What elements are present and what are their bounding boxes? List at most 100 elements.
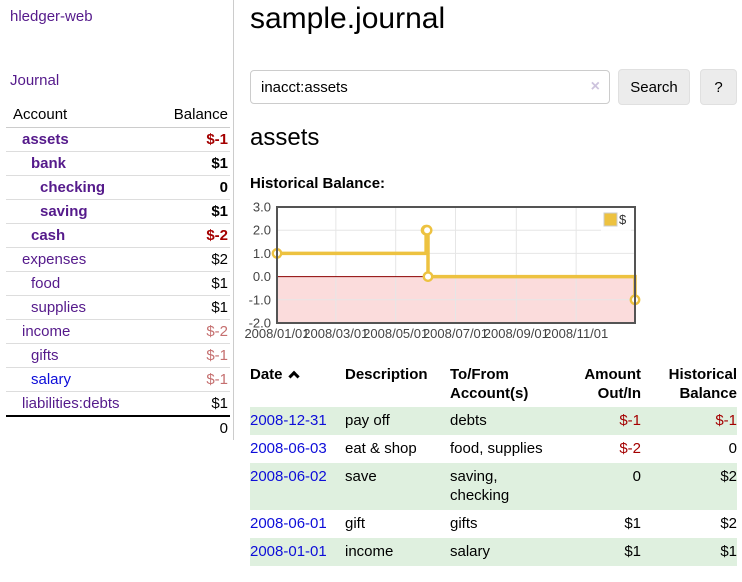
account-row: income $-2 — [6, 320, 230, 344]
transaction-date-link[interactable]: 2008-12-31 — [250, 412, 327, 429]
transaction-date-link[interactable]: 2008-06-03 — [250, 440, 327, 457]
search-bar: × Search ? — [250, 69, 737, 105]
account-link-cash[interactable]: cash — [31, 227, 66, 244]
account-balance: $1 — [211, 203, 228, 220]
account-link-assets[interactable]: assets — [22, 131, 69, 148]
account-balance: $2 — [211, 251, 228, 268]
chart-ytick-label: 1.0 — [253, 246, 271, 261]
transaction-description: pay off — [345, 412, 390, 429]
transaction-row: 2008-01-01 income salary $1 $1 — [250, 538, 737, 566]
account-balance: $1 — [211, 395, 228, 412]
chart-xtick-label: 2008/01/01 — [244, 326, 309, 341]
transaction-amount: 0 — [632, 468, 641, 485]
chart-xtick-label: 2008/09/01 — [484, 326, 549, 341]
header-balance: Historical Balance — [668, 366, 737, 402]
accounts-header-balance: Balance — [173, 106, 228, 123]
transaction-accounts: gifts — [450, 515, 478, 532]
transaction-accounts: food, supplies — [450, 440, 543, 457]
account-row: assets $-1 — [6, 128, 230, 152]
account-row: gifts $-1 — [6, 344, 230, 368]
header-date[interactable]: Date — [250, 363, 345, 407]
transaction-date-link[interactable]: 2008-06-01 — [250, 515, 327, 532]
account-link-salary[interactable]: salary — [31, 371, 72, 388]
account-link-liabilities-debts[interactable]: liabilities:debts — [22, 395, 120, 412]
account-balance: $-1 — [206, 131, 228, 148]
accounts-table: Account Balance assets $-1 bank $1 checking 0… — [6, 103, 230, 440]
chart-ytick-label: -2.0 — [249, 316, 271, 331]
transaction-accounts: salary — [450, 543, 491, 560]
account-link-checking[interactable]: checking — [40, 179, 106, 196]
account-link-expenses[interactable]: expenses — [22, 251, 87, 268]
chart-canvas: $3.0 2.0 1.0 0.0 -1.0 -2.02008/01/012008/03/0… — [244, 200, 641, 341]
account-row: supplies $1 — [6, 296, 230, 320]
clear-search-icon[interactable]: × — [590, 78, 600, 95]
transaction-row: 2008-12-31 pay off debts $-1 $-1 — [250, 407, 737, 435]
account-link-saving[interactable]: saving — [40, 203, 88, 220]
account-balance: $-2 — [206, 227, 228, 244]
account-balance: 0 — [219, 179, 228, 196]
account-link-income[interactable]: income — [22, 323, 71, 340]
account-row: food $1 — [6, 272, 230, 296]
page-title: sample.journal — [250, 2, 446, 35]
transaction-accounts: debts — [450, 412, 487, 429]
account-balance: $1 — [211, 299, 228, 316]
chart-border — [276, 206, 636, 324]
account-row: expenses $2 — [6, 248, 230, 272]
accounts-total-value: 0 — [219, 420, 228, 437]
account-balance: $-2 — [206, 323, 228, 340]
account-balance: $1 — [211, 275, 228, 292]
transaction-accounts: saving, checking — [450, 468, 510, 504]
transaction-date-link[interactable]: 2008-01-01 — [250, 543, 327, 560]
app-brand-link[interactable]: hledger-web — [10, 8, 93, 25]
transaction-balance: $1 — [720, 543, 737, 560]
accounts-header-account: Account — [13, 106, 68, 123]
chart-ytick-label: 2.0 — [253, 223, 271, 238]
transaction-balance: $2 — [720, 515, 737, 532]
sidebar-divider — [233, 0, 234, 440]
transaction-description: income — [345, 543, 394, 560]
transaction-row: 2008-06-03 eat & shop food, supplies $-2 0 — [250, 435, 737, 463]
transaction-date-link[interactable]: 2008-06-02 — [250, 468, 327, 485]
account-link-supplies[interactable]: supplies — [31, 299, 87, 316]
account-row: saving $1 — [6, 200, 230, 224]
chart-xtick-label: 2008/11/01 — [544, 326, 608, 341]
account-row: cash $-2 — [6, 224, 230, 248]
transaction-amount: $1 — [624, 543, 641, 560]
search-button[interactable]: Search — [618, 69, 690, 105]
header-amount: Amount Out/In — [584, 366, 641, 402]
transaction-amount: $-2 — [619, 440, 641, 457]
sidebar-item-journal[interactable]: Journal — [10, 72, 60, 89]
historical-balance-chart: $3.0 2.0 1.0 0.0 -1.0 -2.0 2008/01/01 2008/03/0… — [240, 200, 740, 345]
sort-ascending-icon — [287, 370, 300, 383]
account-link-bank[interactable]: bank — [31, 155, 67, 172]
help-button[interactable]: ? — [700, 69, 737, 105]
transactions-table: Date Description To/From Account(s) Amou… — [250, 363, 737, 566]
header-accounts: To/From Account(s) — [450, 366, 529, 402]
accounts-total-row: 0 — [6, 415, 230, 440]
account-row: salary $-1 — [6, 368, 230, 392]
chart-legend-label: $ — [619, 212, 627, 227]
chart-xtick-label: 2008/05/01 — [363, 326, 428, 341]
chart-ytick-label: -1.0 — [249, 292, 271, 307]
account-row: liabilities:debts $1 — [6, 392, 230, 415]
transaction-balance: $-1 — [715, 412, 737, 429]
transaction-balance: 0 — [728, 440, 737, 457]
search-input[interactable] — [250, 70, 610, 104]
header-description: Description — [345, 366, 428, 383]
transaction-description: save — [345, 468, 377, 485]
account-balance: $-1 — [206, 347, 228, 364]
account-row: bank $1 — [6, 152, 230, 176]
account-balance: $-1 — [206, 371, 228, 388]
chart-xtick-label: 2008/07/01 — [423, 326, 488, 341]
transaction-description: eat & shop — [345, 440, 417, 457]
account-heading: assets — [250, 124, 320, 151]
transaction-balance: $2 — [720, 468, 737, 485]
account-link-gifts[interactable]: gifts — [31, 347, 59, 364]
transaction-row: 2008-06-02 save saving, checking 0 $2 — [250, 463, 737, 510]
account-balance: $1 — [211, 155, 228, 172]
chart-legend-swatch — [603, 212, 618, 227]
sidebar: hledger-web Journal Account Balance asse… — [0, 0, 233, 582]
account-link-food[interactable]: food — [31, 275, 61, 292]
accounts-table-header: Account Balance — [6, 103, 230, 128]
chart-data-point — [422, 271, 434, 283]
